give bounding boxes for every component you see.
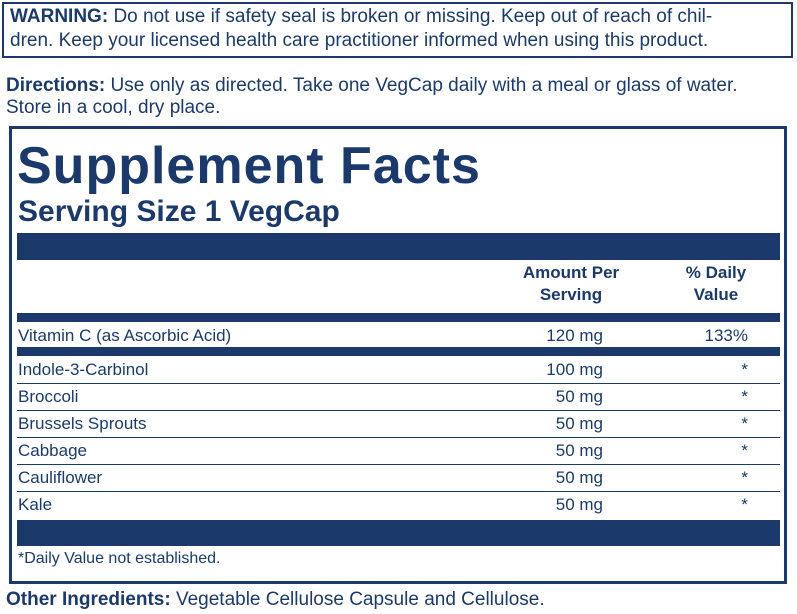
ingredient: Cauliflower <box>18 468 103 487</box>
daily-value: * <box>741 495 748 514</box>
thick-bar <box>17 313 780 322</box>
dv-header: % Daily Value <box>685 263 747 304</box>
ingredient: Vitamin C (as Ascorbic Acid) <box>18 326 232 345</box>
ingredient: Brussels Sprouts <box>18 414 147 433</box>
daily-value: * <box>741 360 748 379</box>
daily-value: * <box>741 468 748 487</box>
facts-row: Broccoli 50 mg * <box>17 384 780 411</box>
other-label: Other Ingredients: <box>6 589 171 610</box>
directions-text: Store in a cool, dry place. <box>6 97 221 118</box>
facts-row: Cabbage 50 mg * <box>17 438 780 465</box>
warning-line: WARNING: Do not use if safety seal is br… <box>10 6 712 28</box>
warning-label: WARNING: <box>10 6 109 27</box>
amount: 50 mg <box>555 495 603 514</box>
other-text: Vegetable Cellulose Capsule and Cellulos… <box>175 589 545 610</box>
daily-value: * <box>741 387 748 406</box>
directions-text: Use only as directed. Take one VegCap da… <box>110 75 738 96</box>
directions-label: Directions: <box>6 75 106 96</box>
ingredient: Kale <box>18 495 53 514</box>
daily-value: 133% <box>704 326 748 345</box>
facts-title: Supplement Facts <box>17 137 481 195</box>
ingredient: Cabbage <box>18 441 88 460</box>
warning-box: WARNING: Do not use if safety seal is br… <box>2 2 793 58</box>
warning-text: dren. Keep your licensed health care pra… <box>10 30 709 51</box>
facts-row: Vitamin C (as Ascorbic Acid) 120 mg 133% <box>17 323 780 349</box>
amount-header: Amount Per Serving <box>522 263 620 304</box>
facts-row: Brussels Sprouts 50 mg * <box>17 411 780 438</box>
amount: 50 mg <box>555 414 603 433</box>
ingredient: Broccoli <box>18 387 79 406</box>
ingredient: Indole-3-Carbinol <box>18 360 149 379</box>
facts-row: Indole-3-Carbinol 100 mg * <box>17 357 780 384</box>
amount: 50 mg <box>555 387 603 406</box>
facts-row: Cauliflower 50 mg * <box>17 465 780 492</box>
facts-box <box>9 126 787 584</box>
other-ingredients: Other Ingredients: Vegetable Cellulose C… <box>6 589 545 611</box>
amount: 50 mg <box>555 468 603 487</box>
daily-value: * <box>741 414 748 433</box>
amount: 50 mg <box>555 441 603 460</box>
facts-row: Kale 50 mg * <box>17 492 780 518</box>
serving-size: Serving Size 1 VegCap <box>18 195 340 228</box>
warning-text: Do not use if safety seal is broken or m… <box>113 6 713 27</box>
directions-line: Directions: Use only as directed. Take o… <box>6 75 738 97</box>
footnote: *Daily Value not established. <box>18 550 221 567</box>
daily-value: * <box>741 441 748 460</box>
thick-bar <box>17 520 780 546</box>
amount: 120 mg <box>546 326 603 345</box>
thick-bar <box>17 233 780 260</box>
thick-bar <box>17 347 780 356</box>
amount: 100 mg <box>546 360 603 379</box>
